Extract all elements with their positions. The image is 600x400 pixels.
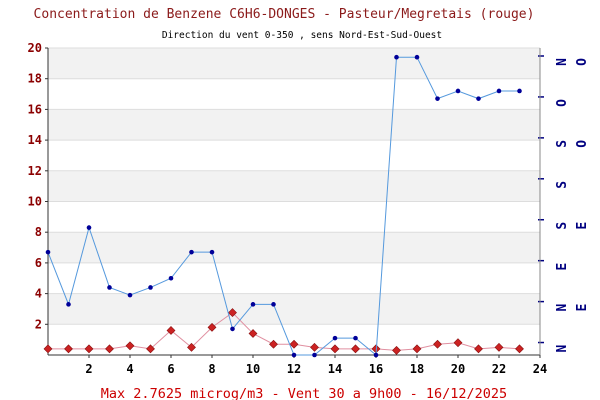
x-tick-label: 12 [287,362,301,376]
series-1-point [373,352,379,358]
y-tick-label: 16 [28,102,42,116]
y-tick-label: 4 [35,287,42,301]
grid-bands [48,47,540,325]
series-0-point [269,339,278,349]
series-1-point [107,285,112,290]
chart-title: Concentration de Benzene C6H6-DONGES - P… [34,7,535,22]
series-0-point [84,344,94,354]
series-1-point [312,352,317,358]
series-1-line [47,56,520,357]
series-1-point [148,285,153,290]
series-1-point [230,326,235,332]
series-1-point [332,335,338,341]
series-0-point [228,308,237,318]
grid-band [48,293,540,325]
series-0-point [474,344,483,354]
y-axis-ticks: 2 4 6 8 10 12 14 16 18 20 [28,41,48,331]
series-1-point [271,302,276,307]
chart-subtitle: Direction du vent 0-350 , sens Nord-Est-… [162,30,442,41]
x-tick-label: 10 [246,362,260,376]
y-tick-label: 12 [28,164,42,178]
x-tick-label: 6 [167,362,174,376]
y-tick-label: 10 [28,195,42,209]
y-tick-label: 8 [35,225,42,239]
series-0-point [146,344,155,354]
series-1-point [127,292,133,298]
series-1-point [45,249,51,255]
x-axis-ticks: 2 4 6 8 10 12 14 16 18 20 22 24 [85,355,547,376]
y-tick-label: 14 [28,133,42,147]
right-axis-label: S [555,140,570,148]
series-0-point [310,342,319,352]
right-axis-label: N [555,304,570,312]
x-tick-label: 20 [451,362,465,376]
series-0-point [105,344,114,354]
series-1-point [476,96,481,101]
y-tick-label: 18 [28,72,42,86]
x-tick-label: 16 [369,362,383,376]
right-axis-label: E [575,304,590,312]
series-0-point [392,345,401,355]
series-0-point [43,344,53,354]
right-axis-label: E [575,222,590,230]
series-0-point [166,326,176,335]
series-0-point [64,344,73,354]
right-axis-label: S [555,222,570,230]
series-0-point [207,322,217,332]
y-tick-label: 6 [35,256,42,270]
series-0-point [289,339,299,349]
series-0-point [330,344,340,354]
series-0-point [494,342,504,352]
series-1-point [414,54,420,60]
series-1-point [189,249,194,255]
y-tick-label: 2 [35,317,42,331]
grid-band [48,170,540,202]
x-tick-label: 22 [492,362,506,376]
series-0-point [453,338,463,348]
series-0-point [351,344,360,354]
series-0-point [433,339,442,349]
grid-band [48,232,540,263]
series-0-point [515,344,524,354]
y-tick-label: 20 [28,41,42,55]
x-tick-label: 2 [85,362,92,376]
right-axis-label: N [555,344,570,352]
series-1-point [168,275,174,281]
chart-footer: Max 2.7625 microg/m3 - Vent 30 a 9h00 - … [101,386,507,400]
series-1-point [435,96,440,101]
series-1-point [455,88,461,94]
right-axis-label: S [555,181,570,189]
x-tick-label: 24 [533,362,547,376]
series-0-point [412,344,422,354]
right-axis-label: N [555,58,570,66]
series-1-point [517,88,522,94]
series-group [43,54,524,358]
series-1-point [353,335,358,341]
x-tick-label: 8 [208,362,215,376]
series-1-point [250,302,256,307]
series-0-point [187,342,196,352]
right-axis-ticks [538,55,544,344]
right-axis-label: E [555,263,570,271]
series-1-point [496,88,502,94]
series-1-point [209,249,215,255]
grid-band [48,109,540,141]
right-axis-label: O [575,58,590,66]
series-0-point [125,341,135,351]
grid-band [48,48,540,79]
series-0-point [248,329,258,338]
right-axis-labels: N OOS OSS EEN EN [555,58,590,353]
right-axis-label: O [575,140,590,148]
series-1-point [66,302,71,307]
series-1-point [86,225,92,230]
x-tick-label: 18 [410,362,424,376]
right-axis-label: O [555,99,570,107]
x-tick-label: 4 [126,362,133,376]
series-1-point [291,352,297,358]
x-tick-label: 14 [328,362,342,376]
series-1-point [394,54,399,60]
